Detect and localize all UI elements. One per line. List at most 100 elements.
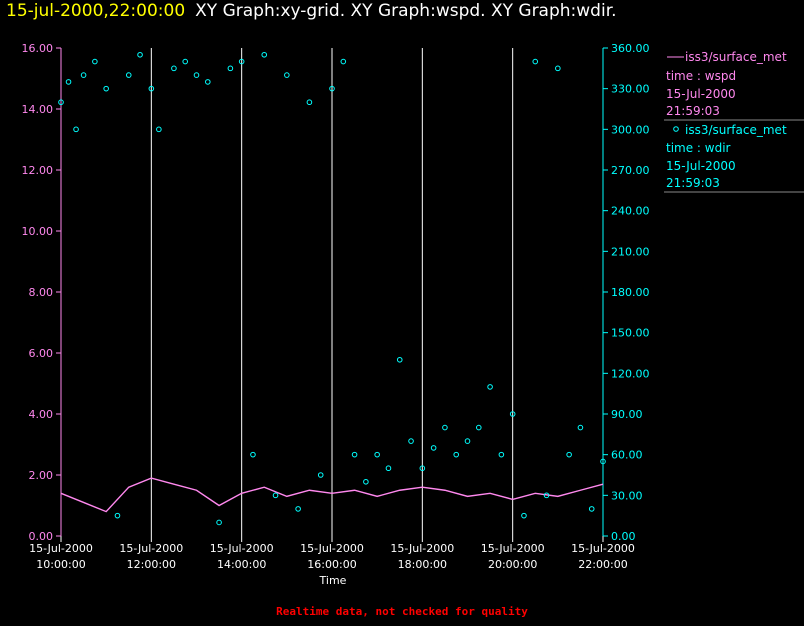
wdir-point: [374, 451, 380, 458]
wdir-point: [156, 126, 162, 133]
wdir-point: [396, 356, 403, 363]
wdir-point: [498, 451, 505, 458]
y-right-tick-label: 330.00: [611, 83, 650, 96]
x-axis-label: Time: [319, 574, 347, 587]
wdir-point: [430, 445, 437, 451]
title-timestamp: 15-jul-2000,22:00:00: [6, 1, 186, 21]
legend-wspd-date: 15-Jul-2000: [666, 87, 736, 101]
wdir-point: [295, 506, 301, 512]
y-left-tick-label: 10.00: [22, 225, 54, 238]
wdir-point: [487, 384, 493, 390]
x-tick-date: 15-Jul-2000: [300, 542, 364, 555]
title-bar: 15-jul-2000,22:00:00 XY Graph:xy-grid. XY…: [6, 1, 617, 21]
x-tick-date: 15-Jul-2000: [210, 542, 274, 555]
wdir-point: [306, 99, 313, 106]
y-right-tick-label: 90.00: [611, 408, 643, 421]
x-tick-time: 22:00:00: [578, 558, 627, 571]
wdir-point: [555, 65, 561, 72]
x-tick-time: 18:00:00: [398, 558, 447, 571]
y-right-tick-label: 300.00: [611, 123, 650, 136]
y-left-tick-label: 6.00: [29, 347, 54, 360]
wdir-point: [58, 99, 64, 106]
legend-point-swatch: [673, 126, 679, 132]
y-left-tick-label: 14.00: [22, 103, 54, 116]
wdir-point: [103, 85, 109, 92]
x-tick-date: 15-Jul-2000: [29, 542, 93, 555]
wdir-point: [216, 519, 222, 526]
wdir-point: [351, 451, 358, 458]
y-left-tick-label: 2.00: [29, 469, 54, 482]
wdir-point: [238, 58, 245, 65]
wdir-point: [193, 72, 200, 78]
wdir-point: [182, 58, 189, 65]
wdir-point: [114, 512, 121, 519]
wdir-point: [577, 424, 584, 431]
quality-note: Realtime data, not checked for quality: [276, 605, 528, 618]
wdir-point: [408, 438, 414, 444]
wdir-point: [385, 465, 392, 472]
x-tick-time: 14:00:00: [217, 558, 266, 571]
wdir-point: [137, 51, 143, 58]
y-right-tick-label: 0.00: [611, 530, 636, 543]
wdir-point: [600, 458, 606, 465]
wdir-point: [532, 58, 539, 65]
wdir-point: [204, 79, 211, 85]
wdir-point: [171, 65, 177, 72]
legend-wspd-name: iss3/surface_met: [685, 50, 787, 64]
wdir-point: [272, 492, 279, 499]
wdir-point: [125, 72, 132, 78]
y-right-tick-label: 120.00: [611, 367, 650, 380]
y-right-tick-label: 270.00: [611, 164, 650, 177]
x-tick-date: 15-Jul-2000: [119, 542, 183, 555]
wdir-point: [419, 465, 426, 472]
x-tick-time: 16:00:00: [307, 558, 356, 571]
y-left-tick-label: 12.00: [22, 164, 54, 177]
wdir-point: [148, 85, 155, 92]
y-right-tick-label: 180.00: [611, 286, 650, 299]
wdir-point: [521, 512, 527, 519]
wdir-point: [566, 451, 572, 458]
y-left-tick-label: 0.00: [29, 530, 54, 543]
x-tick-time: 12:00:00: [127, 558, 176, 571]
wdir-point: [227, 65, 234, 72]
y-right-tick-label: 210.00: [611, 245, 650, 258]
wdir-point: [80, 72, 87, 78]
wdir-point: [475, 424, 482, 431]
wdir-point: [284, 72, 290, 78]
x-tick-time: 20:00:00: [488, 558, 537, 571]
legend-wspd-field: time : wspd: [666, 69, 736, 83]
legend-wdir-name: iss3/surface_met: [685, 123, 787, 137]
wdir-point: [453, 451, 460, 458]
wdir-point: [588, 506, 595, 512]
wdir-point: [73, 126, 79, 133]
y-left-tick-label: 16.00: [22, 42, 54, 55]
x-tick-date: 15-Jul-2000: [571, 542, 635, 555]
wdir-point: [363, 478, 369, 485]
wdir-point: [509, 411, 516, 417]
wdir-point: [317, 472, 324, 478]
y-right-tick-label: 60.00: [611, 449, 643, 462]
y-left-tick-label: 8.00: [29, 286, 54, 299]
wdir-point: [464, 438, 471, 444]
wdir-point: [340, 58, 347, 65]
y-right-tick-label: 150.00: [611, 327, 650, 340]
wdir-point: [261, 51, 268, 58]
x-tick-date: 15-Jul-2000: [481, 542, 545, 555]
x-tick-date: 15-Jul-2000: [390, 542, 454, 555]
y-right-tick-label: 30.00: [611, 489, 643, 502]
wdir-point: [543, 492, 550, 499]
legend-wdir-field: time : wdir: [666, 141, 731, 155]
wdir-point: [92, 58, 98, 65]
wspd-line: [60, 477, 604, 513]
wdir-point: [65, 79, 72, 85]
wdir-point: [442, 424, 448, 431]
legend-wdir-time: 21:59:03: [666, 176, 720, 190]
wdir-point: [250, 451, 256, 458]
legend-wspd-time: 21:59:03: [666, 104, 720, 118]
legend-wdir-date: 15-Jul-2000: [666, 159, 736, 173]
y-left-tick-label: 4.00: [29, 408, 54, 421]
title-graph-list: XY Graph:xy-grid. XY Graph:wspd. XY Grap…: [195, 1, 617, 21]
wdir-point: [329, 85, 335, 92]
y-right-tick-label: 360.00: [611, 42, 650, 55]
